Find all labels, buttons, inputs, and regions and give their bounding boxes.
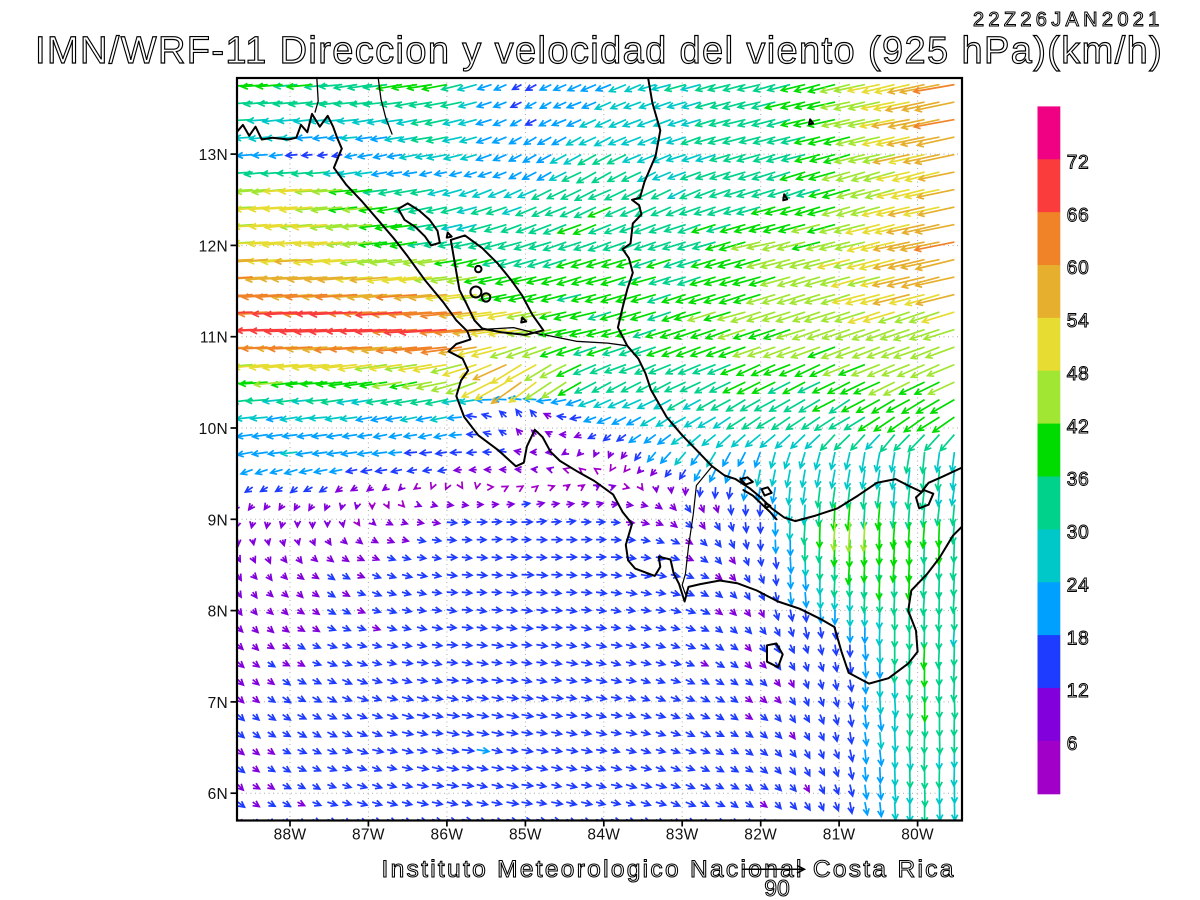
- svg-text:48: 48: [1067, 364, 1090, 385]
- svg-text:90: 90: [764, 875, 790, 900]
- svg-text:82W: 82W: [744, 827, 777, 844]
- svg-text:54: 54: [1067, 311, 1090, 332]
- svg-text:60: 60: [1067, 258, 1090, 279]
- svg-text:72: 72: [1067, 153, 1090, 174]
- svg-text:6: 6: [1067, 734, 1078, 755]
- svg-text:80W: 80W: [901, 827, 934, 844]
- svg-text:7N: 7N: [208, 695, 228, 712]
- svg-text:87W: 87W: [352, 827, 385, 844]
- svg-text:81W: 81W: [823, 827, 856, 844]
- svg-text:83W: 83W: [666, 827, 699, 844]
- svg-text:85W: 85W: [509, 827, 542, 844]
- svg-text:12: 12: [1067, 681, 1090, 702]
- svg-text:84W: 84W: [587, 827, 620, 844]
- svg-text:88W: 88W: [274, 827, 307, 844]
- svg-text:42: 42: [1067, 417, 1090, 438]
- svg-text:6N: 6N: [208, 786, 228, 803]
- svg-text:12N: 12N: [199, 238, 228, 255]
- svg-text:Instituto Meteorologico Nacion: Instituto Meteorologico Nacional Costa R…: [382, 856, 956, 883]
- svg-text:9N: 9N: [208, 512, 228, 529]
- svg-text:18: 18: [1067, 628, 1090, 649]
- svg-text:30: 30: [1067, 523, 1090, 544]
- svg-text:22Z26JAN2021: 22Z26JAN2021: [973, 9, 1164, 31]
- svg-text:8N: 8N: [208, 604, 228, 621]
- svg-text:11N: 11N: [200, 330, 228, 347]
- svg-text:24: 24: [1067, 575, 1090, 596]
- svg-text:86W: 86W: [431, 827, 464, 844]
- svg-text:36: 36: [1067, 470, 1090, 491]
- svg-text:13N: 13N: [199, 147, 228, 164]
- svg-text:66: 66: [1067, 205, 1090, 226]
- svg-text:10N: 10N: [199, 421, 228, 438]
- svg-text:IMN/WRF-11 Direccion y velocid: IMN/WRF-11 Direccion y velocidad del vie…: [35, 30, 1163, 72]
